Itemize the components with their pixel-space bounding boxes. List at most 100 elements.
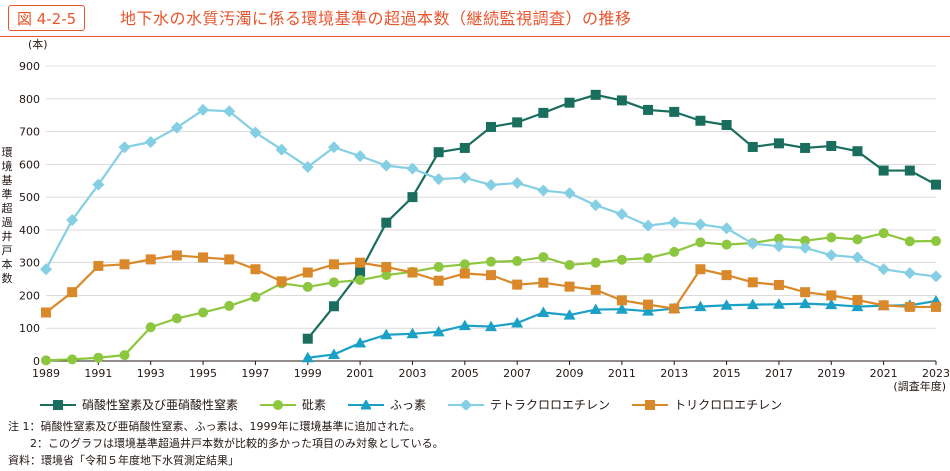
- data-point: [694, 300, 707, 312]
- data-point: [224, 300, 235, 311]
- legend-label: トリクロロエチレン: [674, 398, 783, 412]
- y-axis-label-char: 環: [2, 146, 13, 159]
- data-point: [616, 295, 627, 306]
- data-point: [328, 277, 339, 288]
- y-tick-label: 300: [19, 257, 40, 270]
- data-point: [746, 298, 759, 310]
- data-point: [851, 300, 864, 312]
- data-point: [615, 303, 628, 314]
- y-tick-label: 0: [33, 355, 40, 368]
- x-tick-label: 1999: [294, 367, 322, 380]
- legend-marker: [461, 399, 472, 410]
- y-tick-label: 500: [19, 191, 40, 204]
- legend-item: 硝酸性窒素及び亜硝酸性窒素: [40, 396, 238, 413]
- data-point: [904, 236, 915, 247]
- y-axis-label-char: 井: [2, 229, 13, 243]
- data-point: [171, 313, 182, 324]
- data-point: [800, 142, 811, 153]
- y-unit-label: (本): [28, 37, 48, 51]
- data-point: [852, 146, 863, 157]
- data-point: [511, 316, 524, 328]
- x-tick-labels: 1989 1991 1993 1995 1997 1999 2001 2003 2005 2007…: [32, 361, 950, 380]
- data-point: [721, 120, 732, 130]
- data-point: [695, 115, 706, 126]
- data-point: [852, 234, 863, 245]
- data-point: [458, 319, 471, 331]
- x-tick-label: 2001: [346, 367, 374, 380]
- data-point: [459, 142, 470, 153]
- y-axis-label-char: 準: [2, 187, 13, 201]
- x-tick-label: 2003: [398, 367, 426, 380]
- data-point: [694, 218, 707, 231]
- y-tick-labels: 0 100 200 300 400 500 600 700 800 900: [19, 60, 40, 368]
- data-point: [41, 307, 51, 318]
- data-point: [826, 232, 837, 243]
- data-point: [459, 259, 470, 270]
- legend-label: 砒素: [302, 398, 327, 412]
- x-tick-label: 2007: [503, 367, 531, 380]
- data-point: [931, 179, 941, 190]
- data-point: [538, 107, 549, 118]
- y-tick-label: 700: [19, 126, 40, 139]
- legend-swatch: [632, 399, 669, 410]
- data-point: [931, 236, 941, 247]
- series-4: [40, 103, 942, 283]
- data-point: [512, 117, 523, 128]
- data-point: [355, 275, 366, 286]
- x-tick-label: 1993: [137, 367, 165, 380]
- data-point: [563, 309, 576, 320]
- data-point: [746, 237, 759, 250]
- y-axis-label-char: 基: [2, 174, 13, 187]
- series-5: [41, 250, 941, 318]
- x-axis-label: (調査年度): [893, 379, 946, 393]
- data-point: [328, 301, 339, 312]
- data-point: [643, 253, 654, 264]
- data-point: [642, 219, 655, 232]
- data-point: [407, 267, 418, 278]
- data-point: [198, 252, 209, 263]
- data-point: [380, 328, 393, 340]
- data-point: [931, 301, 941, 312]
- data-point: [355, 257, 366, 268]
- x-tick-label: 2005: [451, 367, 479, 380]
- y-tick-label: 900: [19, 60, 40, 73]
- data-point: [564, 281, 575, 292]
- data-point: [747, 141, 758, 152]
- data-point: [171, 250, 182, 261]
- data-point: [615, 208, 628, 221]
- data-point: [668, 216, 681, 229]
- data-point: [486, 256, 496, 267]
- data-point: [53, 399, 63, 410]
- legend: 硝酸性窒素及び亜硝酸性窒素 砒素 ふっ素 テトラクロロエチレン トリクロロエチレン: [40, 396, 782, 413]
- data-point: [930, 270, 942, 283]
- x-tick-label: 2023: [922, 367, 950, 380]
- data-point: [538, 277, 549, 288]
- data-point: [589, 303, 602, 315]
- data-point: [380, 159, 393, 172]
- data-point: [145, 322, 156, 333]
- data-point: [301, 351, 314, 363]
- data-point: [720, 299, 733, 310]
- y-tick-label: 400: [19, 224, 40, 237]
- data-point: [773, 233, 784, 244]
- data-point: [224, 254, 235, 265]
- data-point: [197, 103, 210, 116]
- data-point: [511, 177, 524, 190]
- y-axis-label-char: 過: [2, 216, 13, 229]
- legend-swatch: [348, 399, 385, 410]
- data-point: [512, 279, 523, 290]
- data-point: [486, 121, 496, 132]
- data-point: [92, 178, 105, 191]
- data-point: [721, 239, 732, 250]
- figure-number: 図 4-2-5: [8, 5, 86, 31]
- data-point: [643, 104, 654, 115]
- legend-marker: [361, 399, 372, 409]
- data-point: [800, 287, 811, 298]
- data-point: [852, 295, 863, 306]
- data-point: [119, 350, 130, 361]
- data-point: [93, 260, 104, 271]
- data-point: [381, 217, 392, 228]
- line-chart: 0 100 200 300 400 500 600 700 800 900 1989 1991 199…: [2, 37, 950, 393]
- data-point: [721, 270, 732, 281]
- data-point: [564, 97, 575, 108]
